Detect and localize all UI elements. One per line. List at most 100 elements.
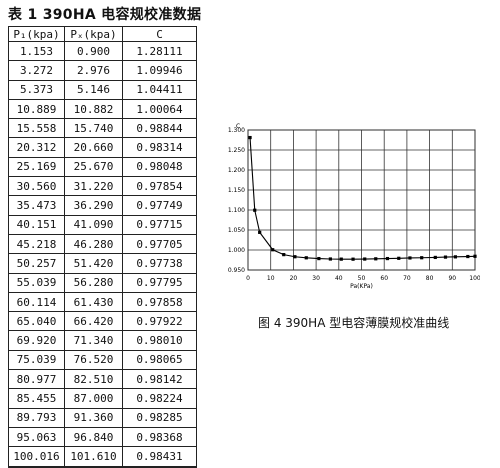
cell-p1: 80.977 — [8, 369, 65, 390]
cell-px: 5.146 — [64, 79, 123, 100]
cell-px: 76.520 — [64, 349, 123, 371]
cell-px: 66.420 — [64, 311, 123, 332]
cell-p1: 35.473 — [8, 195, 65, 216]
cell-c: 0.98048 — [122, 156, 197, 178]
cell-c: 1.09946 — [122, 60, 197, 81]
cell-c: 0.98314 — [122, 137, 197, 158]
data-point — [328, 257, 332, 261]
cell-c: 0.97795 — [122, 272, 197, 293]
cell-p1: 25.169 — [8, 156, 65, 178]
data-point — [271, 248, 275, 252]
data-point — [466, 254, 470, 259]
cell-p1: 85.455 — [8, 388, 65, 409]
table-row: 50.257 51.420 0.97738 — [8, 253, 197, 274]
cell-c: 0.98065 — [122, 349, 197, 371]
cell-px: 0.900 — [64, 40, 123, 62]
y-tick-label: 1.000 — [228, 247, 245, 254]
cell-c: 0.98224 — [122, 388, 197, 409]
cell-px: 31.220 — [64, 176, 123, 197]
table-title: 表 1 390HA 电容规校准数据 — [8, 7, 202, 23]
cell-p1: 45.218 — [8, 233, 65, 255]
cell-px: 41.090 — [64, 214, 123, 235]
cell-p1: 89.793 — [8, 407, 65, 428]
data-point — [385, 256, 390, 261]
table-row: 75.039 76.520 0.98065 — [8, 349, 197, 371]
y-tick-label: 1.150 — [228, 187, 245, 194]
table-row: 55.039 56.280 0.97795 — [8, 272, 197, 293]
data-point — [363, 257, 367, 261]
data-point — [351, 257, 355, 261]
data-point — [304, 256, 308, 260]
data-point — [397, 256, 401, 260]
table-row: 25.169 25.670 0.98048 — [8, 156, 197, 178]
cell-c: 0.97749 — [122, 195, 197, 216]
cell-c: 0.98010 — [122, 330, 197, 351]
cell-px: 91.360 — [64, 407, 123, 428]
figure-caption: 图 4 390HA 型电容薄膜规校准曲线 — [258, 316, 450, 330]
cell-c: 1.00064 — [122, 98, 197, 120]
table-row: 60.114 61.430 0.97858 — [8, 291, 197, 313]
cell-c: 0.98142 — [122, 369, 197, 390]
table-row: 1.153 0.900 1.28111 — [8, 40, 197, 62]
cell-px: 82.510 — [64, 369, 123, 390]
header-c: C — [122, 26, 197, 42]
cell-p1: 65.040 — [8, 311, 65, 332]
cell-p1: 50.257 — [8, 253, 65, 274]
y-tick-label: 1.200 — [228, 167, 245, 174]
cell-p1: 100.016 — [8, 446, 65, 468]
cell-p1: 40.151 — [8, 214, 65, 235]
x-tick-label: 40 — [335, 275, 343, 282]
cell-c: 0.97715 — [122, 214, 197, 235]
cell-px: 20.660 — [64, 137, 123, 158]
cell-p1: 1.153 — [8, 40, 65, 62]
x-tick-label: 0 — [246, 275, 250, 282]
cell-px: 51.420 — [64, 253, 123, 274]
data-point — [253, 208, 257, 212]
cell-p1: 3.272 — [8, 60, 65, 81]
table-row: 5.373 5.146 1.04411 — [8, 79, 197, 100]
cell-p1: 10.889 — [8, 98, 65, 120]
y-tick-label: 1.050 — [228, 227, 245, 234]
y-tick-label: 1.250 — [228, 147, 245, 154]
x-axis-label: Pa(KPa) — [350, 283, 373, 290]
data-point — [317, 256, 321, 261]
table-row: 10.889 10.882 1.00064 — [8, 98, 197, 120]
table-row: 80.977 82.510 0.98142 — [8, 369, 197, 390]
cell-p1: 20.312 — [8, 137, 65, 158]
table-row: 89.793 91.360 0.98285 — [8, 407, 197, 428]
table-row: 45.218 46.280 0.97705 — [8, 233, 197, 255]
cell-p1: 5.373 — [8, 79, 65, 100]
data-point — [453, 255, 457, 259]
cell-c: 0.97922 — [122, 311, 197, 332]
cell-px: 71.340 — [64, 330, 123, 351]
cell-c: 0.97738 — [122, 253, 197, 274]
cell-p1: 15.558 — [8, 118, 65, 139]
table-row: 85.455 87.000 0.98224 — [8, 388, 197, 409]
cell-px: 61.430 — [64, 291, 123, 313]
data-point — [420, 256, 424, 260]
cell-px: 46.280 — [64, 233, 123, 255]
data-point — [408, 256, 412, 260]
x-tick-label: 50 — [358, 275, 366, 282]
cell-p1: 30.560 — [8, 176, 65, 197]
cell-px: 56.280 — [64, 272, 123, 293]
x-tick-label: 60 — [380, 275, 388, 282]
data-point — [443, 255, 448, 259]
cell-c: 1.28111 — [122, 40, 197, 62]
y-tick-label: 0.950 — [228, 267, 245, 274]
table-row: 65.040 66.420 0.97922 — [8, 311, 197, 332]
cell-px: 101.610 — [64, 446, 123, 468]
cell-px: 25.670 — [64, 156, 123, 178]
cell-px: 10.882 — [64, 98, 123, 120]
table-row: 40.151 41.090 0.97715 — [8, 214, 197, 235]
table-row: 20.312 20.660 0.98314 — [8, 137, 197, 158]
cell-p1: 60.114 — [8, 291, 65, 313]
cell-px: 15.740 — [64, 118, 123, 139]
data-point — [258, 230, 262, 234]
x-tick-label: 20 — [290, 275, 298, 282]
table-row: 30.560 31.220 0.97854 — [8, 176, 197, 197]
calibration-chart: 0 10 20 30 40 50 60 70 80 90 100 0.950 1.000 1.050 1.1… — [228, 123, 480, 290]
x-tick-label: 30 — [312, 275, 320, 282]
cell-c: 0.98368 — [122, 426, 197, 448]
cell-c: 0.98285 — [122, 407, 197, 428]
